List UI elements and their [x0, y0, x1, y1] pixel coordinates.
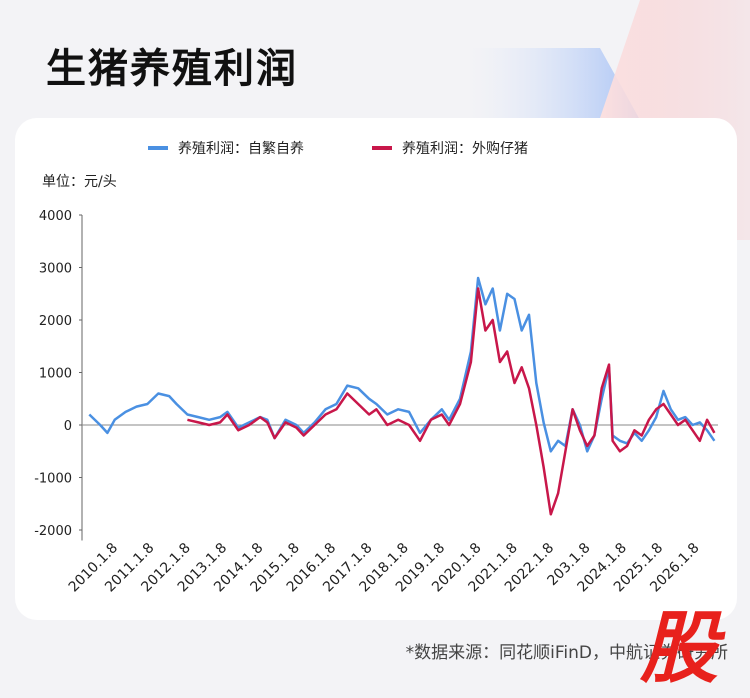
series-line [187, 287, 716, 516]
chart-card [15, 118, 737, 620]
y-tick-label: 1000 [39, 367, 72, 382]
y-tick-label: 2000 [39, 314, 72, 329]
logo: 股 [640, 604, 719, 694]
unit-label: 单位：元/头 [42, 174, 117, 190]
y-tick-label: -2000 [34, 524, 72, 539]
page-title: 生猪养殖利润 [46, 46, 298, 92]
y-tick-label: 3000 [39, 262, 72, 277]
y-tick-label: 0 [64, 419, 72, 434]
y-tick-label: 4000 [39, 209, 72, 224]
legend-label: 养殖利润：自繁自养 [178, 140, 304, 157]
blue-shape [470, 48, 640, 120]
y-tick-label: -1000 [34, 472, 72, 487]
legend-label: 养殖利润：外购仔猪 [402, 140, 528, 157]
source-note: *数据来源：同花顺iFinD，中航证券研究所 [405, 643, 728, 663]
